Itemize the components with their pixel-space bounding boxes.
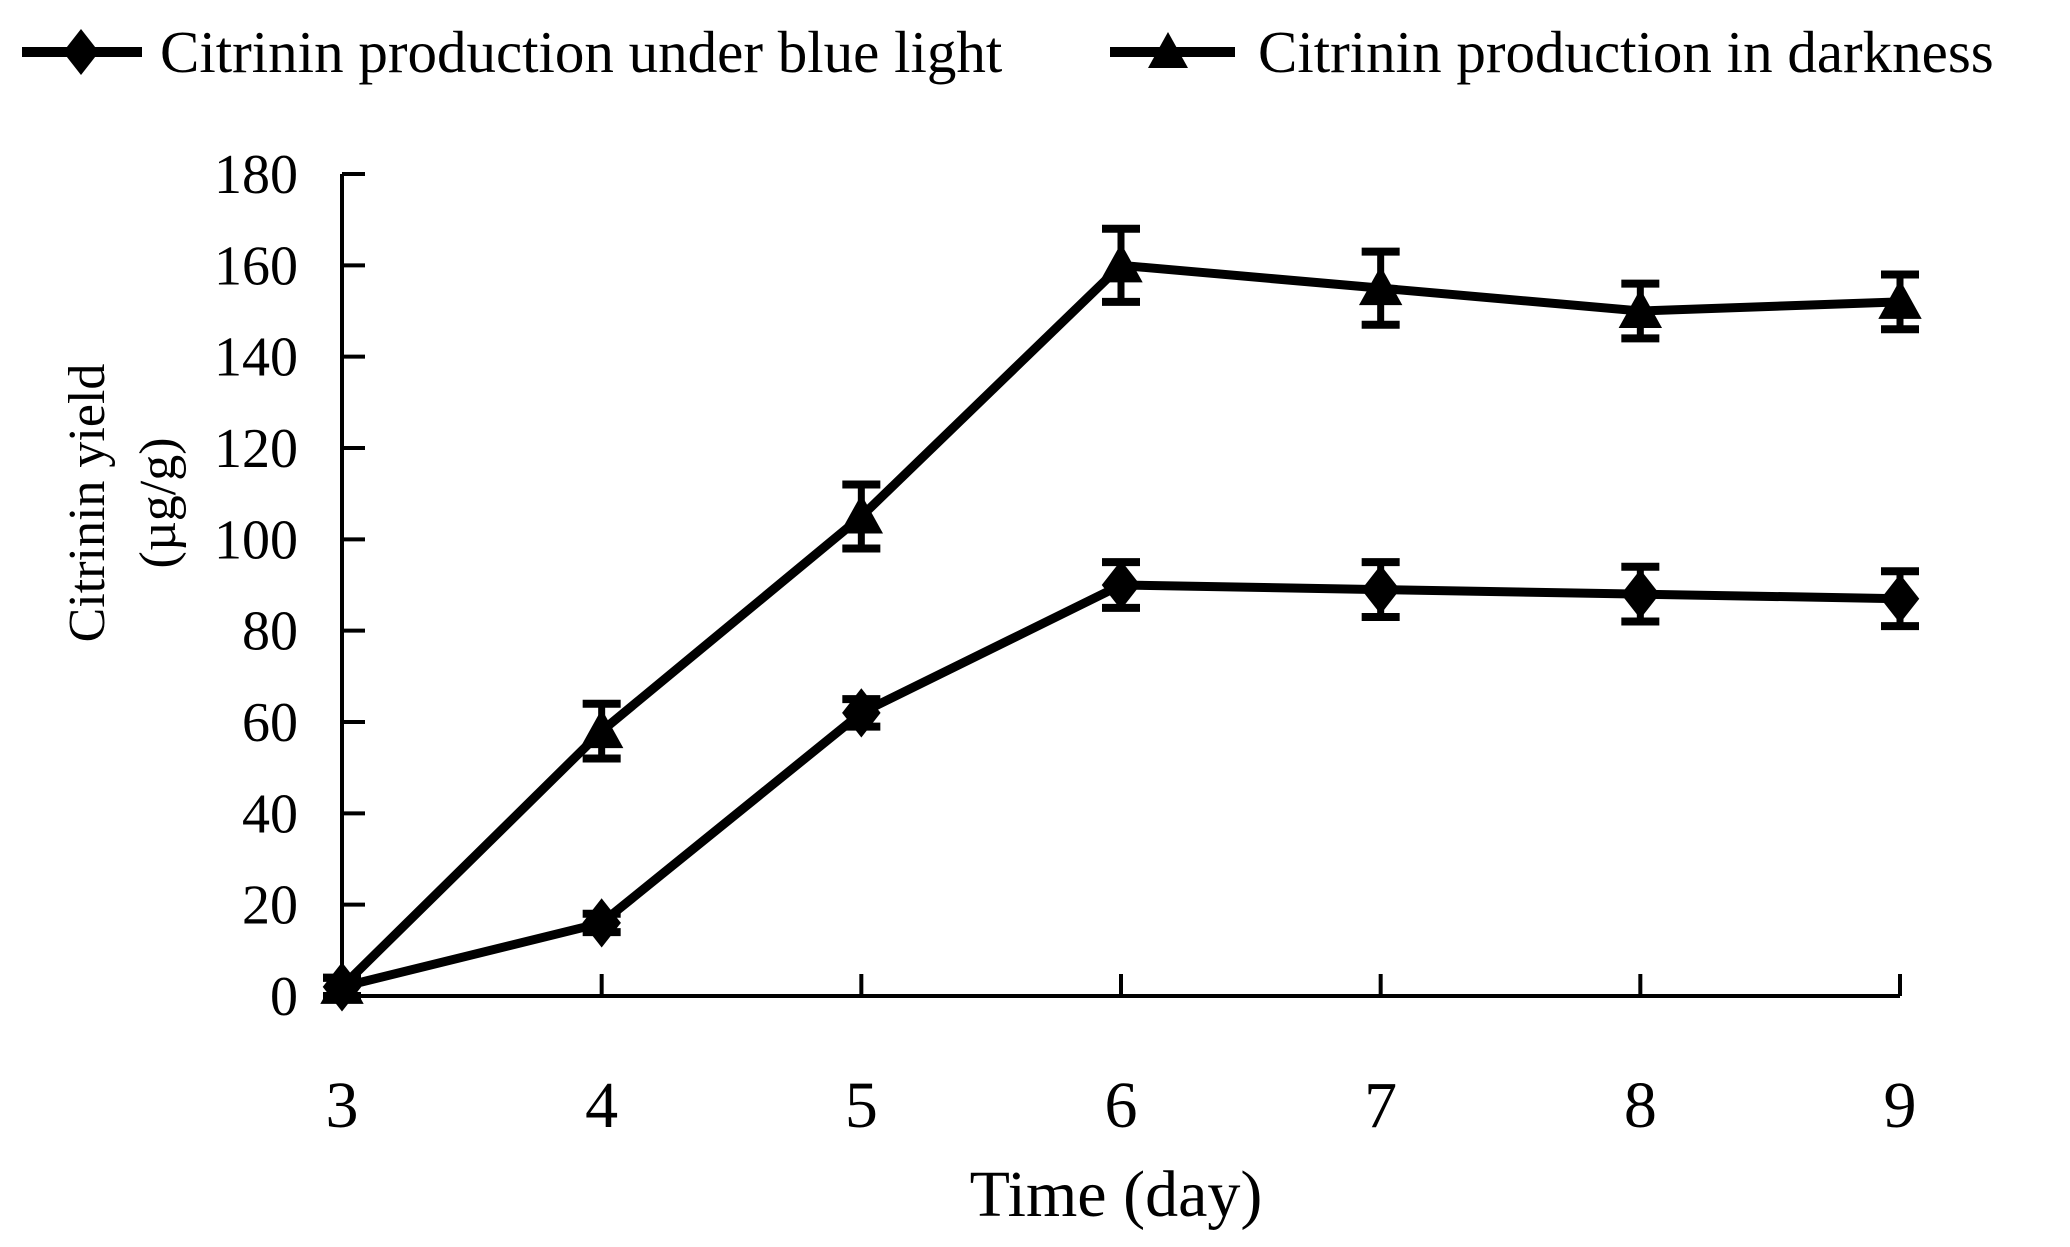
triangle-marker <box>1878 279 1922 319</box>
legend-item-darkness: Citrinin production in darkness <box>1110 0 1994 104</box>
y-tick-label: 60 <box>242 692 298 754</box>
y-tick-label: 20 <box>242 875 298 937</box>
diamond-marker <box>582 898 621 948</box>
y-tick-label: 120 <box>214 418 298 480</box>
y-axis-title-line1: Citrinin yield <box>59 364 116 643</box>
y-tick-label: 40 <box>242 783 298 845</box>
x-axis-title: Time (day) <box>970 1158 1263 1231</box>
diamond-marker <box>1621 569 1660 619</box>
y-tick-label: 160 <box>214 235 298 297</box>
legend-label-blue-light: Citrinin production under blue light <box>160 18 1003 85</box>
diamond-marker <box>1361 564 1400 615</box>
x-tick-label: 7 <box>1364 1069 1397 1142</box>
x-tick-label: 6 <box>1105 1069 1138 1142</box>
diamond-marker <box>1101 560 1141 610</box>
triangle-marker <box>839 494 884 534</box>
x-tick-label: 4 <box>585 1069 618 1142</box>
y-tick-label: 180 <box>214 144 298 206</box>
chart-layer: 0 20 40 60 80 100 120 140 160 180 3 4 5 6 7 8 9 <box>214 144 1922 1142</box>
legend-label-darkness: Citrinin production in darkness <box>1258 18 1994 85</box>
legend-item-blue-light: Citrinin production under blue light <box>20 0 1002 104</box>
y-tick-label: 80 <box>242 601 298 663</box>
triangle-marker <box>1618 288 1663 328</box>
triangle-marker-icon <box>1110 32 1235 68</box>
diamond-marker-icon <box>22 29 142 75</box>
series-line <box>338 260 1901 991</box>
diamond-marker <box>842 688 881 738</box>
diamond-marker <box>1880 574 1920 624</box>
x-tick-label: 3 <box>326 1069 359 1142</box>
y-axis-title-line2: (µg/g) <box>130 437 187 568</box>
triangle-marker <box>1099 243 1143 283</box>
triangle-marker <box>320 964 364 1004</box>
series-citrinin-production-under-blue-light <box>322 558 1920 1012</box>
x-tick-label: 9 <box>1884 1069 1917 1142</box>
triangle-marker <box>1358 266 1403 306</box>
y-tick-label: 0 <box>270 966 298 1028</box>
y-tick-label: 140 <box>214 327 298 389</box>
triangle-marker <box>579 709 624 749</box>
y-tick-label: 100 <box>214 509 298 571</box>
x-tick-label: 5 <box>845 1069 878 1142</box>
series-line <box>340 580 1901 992</box>
series-citrinin-production-in-darkness <box>320 224 1922 1004</box>
x-tick-label: 8 <box>1624 1069 1657 1142</box>
